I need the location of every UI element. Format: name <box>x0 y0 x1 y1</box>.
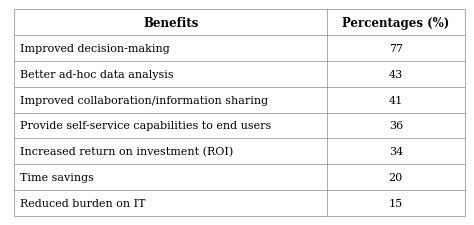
Text: Percentages (%): Percentages (%) <box>342 16 449 29</box>
Text: Reduced burden on IT: Reduced burden on IT <box>20 198 146 208</box>
Text: 77: 77 <box>389 44 403 54</box>
Text: 15: 15 <box>389 198 403 208</box>
Text: Increased return on investment (ROI): Increased return on investment (ROI) <box>20 146 233 157</box>
Text: 36: 36 <box>389 121 403 131</box>
Text: Better ad-hoc data analysis: Better ad-hoc data analysis <box>20 70 173 79</box>
Text: Time savings: Time savings <box>20 172 94 182</box>
Text: 41: 41 <box>389 95 403 105</box>
Text: Provide self-service capabilities to end users: Provide self-service capabilities to end… <box>20 121 271 131</box>
Text: Benefits: Benefits <box>143 16 199 29</box>
Text: 20: 20 <box>389 172 403 182</box>
Text: Improved decision-making: Improved decision-making <box>20 44 170 54</box>
Text: 43: 43 <box>389 70 403 79</box>
Text: Improved collaboration/information sharing: Improved collaboration/information shari… <box>20 95 268 105</box>
Text: 34: 34 <box>389 147 403 157</box>
